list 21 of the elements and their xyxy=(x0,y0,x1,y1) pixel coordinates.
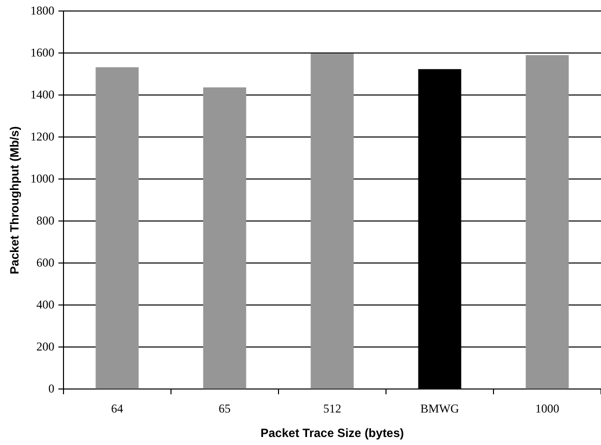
bar xyxy=(203,87,246,389)
y-tick-label: 1200 xyxy=(30,129,54,144)
x-tick-label: 65 xyxy=(218,402,231,416)
bar xyxy=(526,55,569,389)
y-tick-label: 1600 xyxy=(30,45,54,60)
y-tick-label: 1000 xyxy=(30,171,54,186)
y-tick-label: 400 xyxy=(36,297,54,312)
x-tick-label: BMWG xyxy=(420,402,460,416)
y-axis-title: Packet Throughput (Mb/s) xyxy=(8,126,22,274)
y-tick-label: 1400 xyxy=(30,87,54,102)
x-tick-label: 1000 xyxy=(535,402,560,416)
bar xyxy=(96,67,139,389)
y-tick-label: 1800 xyxy=(30,3,54,18)
bar xyxy=(310,54,354,389)
x-axis-title: Packet Trace Size (bytes) xyxy=(260,426,404,440)
x-tick-label: 64 xyxy=(111,402,124,416)
y-tick-label: 0 xyxy=(48,381,54,396)
x-tick-label: 512 xyxy=(323,402,342,416)
y-tick-label: 600 xyxy=(36,255,54,270)
y-tick-label: 800 xyxy=(36,213,54,228)
y-tick-label: 200 xyxy=(36,339,54,354)
